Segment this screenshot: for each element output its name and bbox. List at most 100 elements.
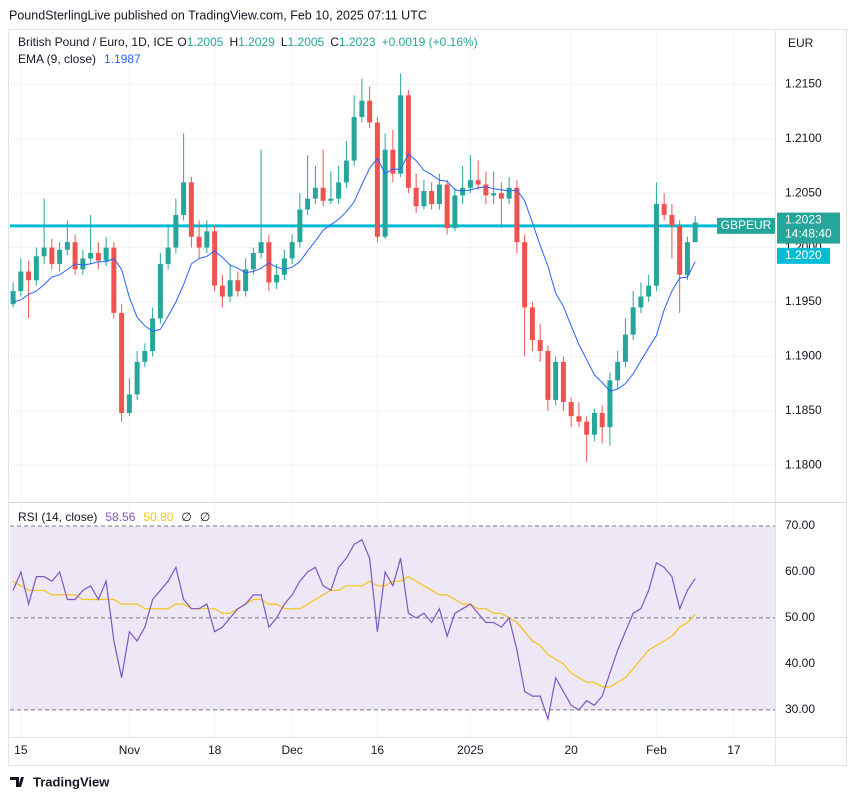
brand: TradingView bbox=[33, 774, 110, 789]
candle-body bbox=[336, 182, 342, 199]
legend-text: 58.56 bbox=[105, 510, 135, 524]
candle-body bbox=[111, 247, 117, 313]
candle-body bbox=[258, 242, 264, 254]
y-tick-label: 1.2100 bbox=[785, 131, 822, 145]
publisher: PoundSterlingLive published on TradingVi… bbox=[9, 8, 427, 22]
legend-text: British Pound / Euro, 1D, ICE bbox=[18, 35, 173, 49]
candle-body bbox=[421, 191, 427, 207]
candle-body bbox=[398, 95, 404, 174]
candle-body bbox=[64, 242, 70, 250]
candle-body bbox=[196, 236, 202, 248]
candle-body bbox=[119, 312, 125, 413]
legend-text: ∅ bbox=[181, 510, 191, 524]
candle-body bbox=[367, 100, 373, 123]
candle-body bbox=[560, 361, 566, 403]
candle-body bbox=[545, 350, 551, 400]
y-tick-label: 1.1950 bbox=[785, 294, 822, 308]
candle-body bbox=[188, 182, 194, 237]
candle-body bbox=[142, 350, 148, 362]
x-tick-label: 20 bbox=[564, 743, 578, 757]
x-tick-label: Dec bbox=[281, 743, 302, 757]
candle-body bbox=[289, 242, 295, 259]
candle-body bbox=[413, 187, 419, 207]
legend-text: 1.2005 bbox=[187, 35, 224, 49]
last-price-text: 1.2023 bbox=[785, 213, 822, 227]
candle-body bbox=[235, 280, 241, 292]
candle-body bbox=[607, 380, 613, 428]
candle-body bbox=[351, 117, 357, 161]
candle-body bbox=[150, 318, 156, 351]
candle-body bbox=[491, 193, 497, 196]
candle-body bbox=[359, 100, 365, 118]
candle-body bbox=[10, 291, 16, 305]
candle-body bbox=[80, 258, 86, 270]
candle-body bbox=[522, 242, 528, 308]
candle-body bbox=[281, 258, 287, 275]
candle-body bbox=[390, 149, 396, 174]
currency: EUR bbox=[788, 36, 814, 50]
candle-body bbox=[677, 225, 683, 275]
legend-text: O bbox=[177, 35, 186, 49]
symbol-tag bbox=[717, 217, 775, 234]
x-tick-label: 16 bbox=[371, 743, 385, 757]
x-tick-label: Feb bbox=[646, 743, 667, 757]
candle-body bbox=[181, 182, 187, 215]
legend-text: L bbox=[281, 35, 288, 49]
candle-body bbox=[498, 193, 504, 199]
candle-body bbox=[692, 222, 698, 243]
countdown-text: 14:48:40 bbox=[785, 227, 832, 241]
x-tick-label: 18 bbox=[208, 743, 222, 757]
candle-body bbox=[630, 307, 636, 335]
candle-body bbox=[212, 231, 218, 286]
candle-body bbox=[622, 334, 628, 362]
candle-body bbox=[646, 285, 652, 297]
legend-text: +0.0019 (+0.16%) bbox=[382, 35, 478, 49]
candle-body bbox=[661, 204, 667, 215]
candle-body bbox=[103, 247, 109, 261]
candle-body bbox=[250, 253, 256, 270]
candle-body bbox=[297, 209, 303, 243]
candle-body bbox=[219, 285, 225, 297]
candle-body bbox=[26, 271, 32, 281]
y-tick-label: 60.00 bbox=[785, 564, 815, 578]
candle-body bbox=[243, 269, 249, 292]
legend-text: 1.1987 bbox=[104, 52, 141, 66]
y-tick-label: 1.1800 bbox=[785, 457, 822, 471]
symbol-tag-text: GBPEUR bbox=[721, 218, 772, 232]
candle-body bbox=[467, 180, 473, 188]
candle-body bbox=[374, 122, 380, 237]
candle-body bbox=[452, 195, 458, 229]
candle-body bbox=[157, 263, 163, 319]
y-tick-label: 50.00 bbox=[785, 610, 815, 624]
legend-text: 1.2023 bbox=[339, 35, 376, 49]
last-price-tag bbox=[777, 212, 840, 244]
candle-body bbox=[312, 187, 318, 199]
y-tick-label: 1.2050 bbox=[785, 185, 822, 199]
legend-text: ∅ bbox=[200, 510, 210, 524]
candle-body bbox=[72, 242, 78, 270]
legend-text: 50.80 bbox=[143, 510, 173, 524]
price-line-tag bbox=[777, 247, 830, 264]
legend-text: H bbox=[229, 35, 238, 49]
candle-body bbox=[41, 247, 47, 257]
candle-body bbox=[320, 187, 326, 201]
candle-body bbox=[568, 402, 574, 417]
candle-body bbox=[684, 242, 690, 275]
candle-body bbox=[506, 187, 512, 199]
candle-body bbox=[204, 231, 210, 248]
candle-body bbox=[483, 184, 489, 196]
y-tick-label: 1.1850 bbox=[785, 403, 822, 417]
candle-body bbox=[49, 247, 55, 264]
candle-body bbox=[537, 340, 543, 351]
candle-body bbox=[514, 187, 520, 243]
candle-body bbox=[475, 180, 481, 185]
legend-text: 1.2029 bbox=[238, 35, 275, 49]
y-tick-label: 70.00 bbox=[785, 518, 815, 532]
candle-body bbox=[669, 214, 675, 226]
candle-body bbox=[615, 361, 621, 381]
candle-body bbox=[653, 204, 659, 286]
candle-body bbox=[165, 247, 171, 264]
y-tick-label: 30.00 bbox=[785, 702, 815, 716]
